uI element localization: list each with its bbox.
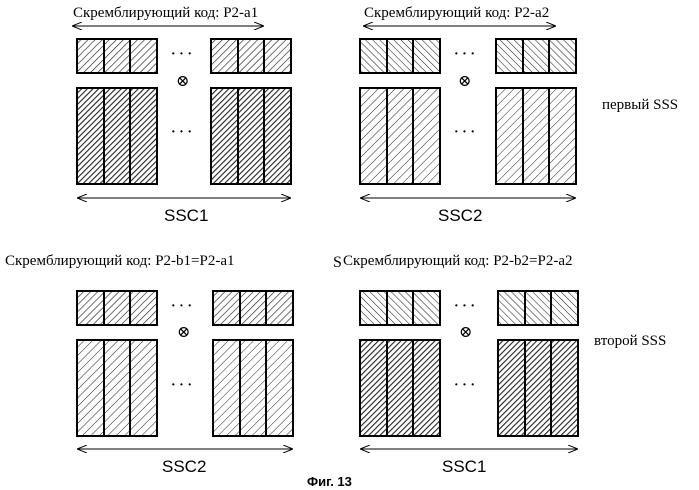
scrambling-code-label: Скремблирующий код: P2-a1 — [73, 5, 258, 21]
scrambling-code-label: Скремблирующий код: P2-b2=P2-a2 — [343, 253, 573, 269]
large-block-left — [77, 340, 157, 436]
large-block-right — [496, 88, 576, 184]
large-block-right — [498, 340, 578, 436]
ellipsis-dots: · · · — [454, 125, 475, 140]
figure-caption: Фиг. 13 — [307, 474, 352, 489]
panel-bottom-right: S Скремблирующий код: P2-b2=P2-a2 · · · … — [333, 253, 578, 476]
small-block-right — [496, 39, 576, 73]
small-block-right — [498, 291, 578, 325]
large-block-right — [211, 88, 291, 184]
multiply-symbol: ⊗ — [176, 73, 189, 90]
row-label-second-sss: второй SSS — [594, 333, 666, 349]
multiply-symbol: ⊗ — [177, 324, 190, 341]
large-block-left — [77, 88, 157, 184]
panel-bottom-left: Скремблирующий код: P2-b1=P2-a1 · · · ⊗ … — [5, 253, 293, 476]
ellipsis-dots: · · · — [454, 299, 475, 314]
ellipsis-dots: · · · — [171, 125, 192, 140]
large-block-left — [360, 340, 440, 436]
scrambling-code-label: Скремблирующий код: P2-b1=P2-a1 — [5, 253, 235, 269]
ssc-label: SSC2 — [162, 457, 206, 476]
ellipsis-dots: · · · — [171, 299, 192, 314]
small-block-right — [211, 39, 291, 73]
ellipsis-dots: · · · — [171, 378, 192, 393]
ellipsis-dots: · · · — [171, 47, 192, 62]
stray-mark: S — [333, 254, 342, 271]
small-block-left — [360, 291, 440, 325]
ssc-label: SSC2 — [438, 206, 482, 225]
small-block-right — [213, 291, 293, 325]
small-block-left — [360, 39, 440, 73]
large-block-left — [360, 88, 440, 184]
ssc-label: SSC1 — [442, 457, 486, 476]
row-label-first-sss: первый SSS — [602, 97, 678, 113]
multiply-symbol: ⊗ — [458, 73, 471, 90]
ellipsis-dots: · · · — [454, 378, 475, 393]
ssc-label: SSC1 — [164, 206, 208, 225]
panel-top-left: Скремблирующий код: P2-a1 · · · ⊗ · · · … — [73, 5, 291, 225]
large-block-right — [213, 340, 293, 436]
small-block-left — [77, 39, 157, 73]
scrambling-code-label: Скремблирующий код: P2-a2 — [364, 5, 549, 21]
small-block-left — [77, 291, 157, 325]
panel-top-right: Скремблирующий код: P2-a2 · · · ⊗ · · · … — [360, 5, 576, 225]
ellipsis-dots: · · · — [454, 47, 475, 62]
multiply-symbol: ⊗ — [459, 324, 472, 341]
